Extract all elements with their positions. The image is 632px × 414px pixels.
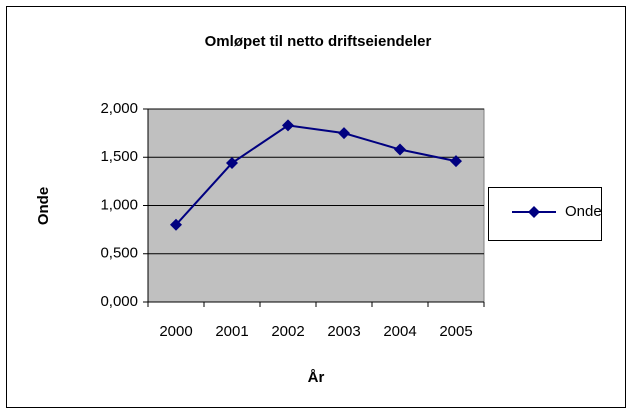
y-tick-label: 1,500 — [100, 148, 138, 165]
y-tick-label: 0,500 — [100, 245, 138, 262]
x-tick-label: 2000 — [159, 323, 192, 340]
data-point — [450, 155, 462, 168]
legend-label: Onde — [565, 203, 602, 220]
x-tick-label: 2004 — [383, 323, 416, 340]
data-point — [170, 218, 182, 231]
x-axis-title: År — [308, 369, 325, 386]
x-tick-label: 2002 — [271, 323, 304, 340]
x-tick-label: 2005 — [439, 323, 472, 340]
legend-marker — [528, 206, 540, 218]
x-tick-label: 2003 — [327, 323, 360, 340]
series-line — [175, 124, 457, 226]
y-tick-label: 1,000 — [100, 196, 138, 213]
data-point — [226, 157, 238, 170]
y-axis-title: Onde — [35, 187, 52, 225]
data-point — [282, 119, 294, 132]
y-tick-label: 0,000 — [100, 293, 138, 310]
chart-title: Omløpet til netto driftseiendeler — [205, 33, 432, 50]
y-tick-label: 2,000 — [100, 100, 138, 117]
legend-box — [488, 187, 602, 241]
data-point — [394, 143, 406, 156]
data-point — [338, 127, 350, 140]
x-tick-label: 2001 — [215, 323, 248, 340]
